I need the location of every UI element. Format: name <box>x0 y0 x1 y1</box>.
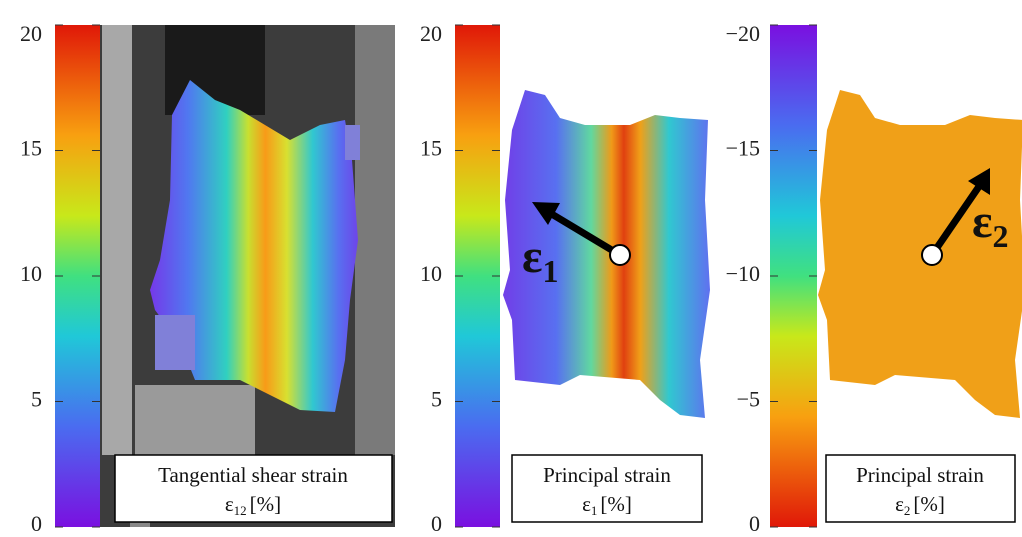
arrow <box>921 168 990 266</box>
caption-title: Principal strain <box>856 463 984 487</box>
arrow-label: ε2 <box>972 195 1009 254</box>
tick-label: 15 <box>420 136 442 161</box>
tick-label: 0 <box>749 511 760 536</box>
tick-label: 15 <box>20 136 42 161</box>
caption: Principal strain ε2 [%] <box>825 454 1016 523</box>
tick-label: −15 <box>726 136 760 161</box>
caption: Tangential shear strain ε12 [%] <box>114 454 393 523</box>
caption: Principal strain ε1 [%] <box>511 454 703 523</box>
caption-title: Tangential shear strain <box>158 463 348 487</box>
arrow-label: ε1 <box>522 230 559 289</box>
tick-label: 5 <box>431 387 442 412</box>
masked-patch <box>345 125 360 160</box>
tick-label: −20 <box>726 21 760 46</box>
caption-symbol: ε12 [%] <box>225 492 281 518</box>
tick-label: 20 <box>20 21 42 46</box>
arrow <box>532 202 631 266</box>
tick-label: 20 <box>420 21 442 46</box>
caption-title: Principal strain <box>543 463 671 487</box>
tick-label: 10 <box>20 261 42 286</box>
tick-label: −10 <box>726 261 760 286</box>
caption-symbol: ε1 [%] <box>582 492 632 518</box>
masked-patch <box>155 315 195 370</box>
strain-map <box>503 90 710 418</box>
tick-label: 5 <box>31 387 42 412</box>
strain-map <box>818 90 1022 418</box>
tick-label: 0 <box>431 511 442 536</box>
strain-map <box>150 80 358 412</box>
tick-label: −5 <box>737 387 760 412</box>
caption-symbol: ε2 [%] <box>895 492 945 518</box>
tick-label: 0 <box>31 511 42 536</box>
tick-label: 10 <box>420 261 442 286</box>
